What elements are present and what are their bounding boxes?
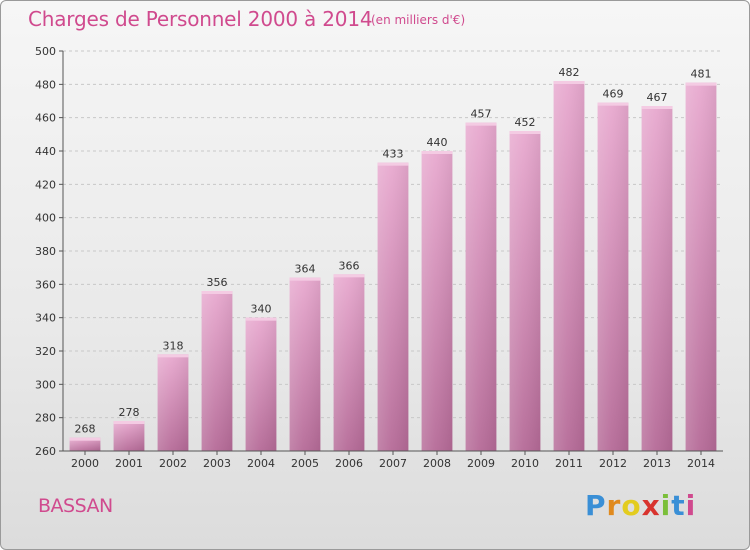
- logo-letter: x: [641, 489, 661, 522]
- bar-sheen: [377, 162, 409, 451]
- x-tick-label: 2011: [555, 457, 583, 470]
- y-tick-label: 260: [35, 445, 56, 458]
- y-tick-label: 400: [35, 212, 56, 225]
- bar-top-highlight: [289, 277, 321, 281]
- bar-top-highlight: [421, 151, 453, 154]
- bar-top-highlight: [685, 82, 717, 86]
- proxiti-logo: Proxiti: [585, 489, 696, 522]
- logo-letter: P: [585, 489, 607, 522]
- x-tick-label: 2008: [423, 457, 451, 470]
- x-tick-label: 2007: [379, 457, 407, 470]
- bar-top-highlight: [509, 131, 541, 134]
- x-tick-label: 2012: [599, 457, 627, 470]
- logo-letter: i: [685, 489, 697, 522]
- bar-top-highlight: [201, 291, 233, 294]
- logo-letter: o: [621, 489, 642, 522]
- y-tick-label: 460: [35, 112, 56, 125]
- data-label: 433: [383, 148, 404, 161]
- bar-top-highlight: [465, 122, 497, 126]
- logo-letter: i: [660, 489, 672, 522]
- x-tick-label: 2003: [203, 457, 231, 470]
- y-tick-label: 440: [35, 145, 56, 158]
- bar-sheen: [201, 291, 233, 451]
- logo-letter: r: [606, 489, 622, 522]
- y-tick-label: 420: [35, 178, 56, 191]
- y-tick-label: 320: [35, 345, 56, 358]
- data-label: 340: [251, 303, 272, 316]
- bar-top-highlight: [553, 81, 585, 84]
- bar-sheen: [421, 151, 453, 451]
- data-label: 457: [471, 108, 492, 121]
- data-label: 366: [339, 259, 360, 272]
- y-tick-label: 280: [35, 412, 56, 425]
- x-tick-label: 2013: [643, 457, 671, 470]
- data-label: 452: [515, 116, 536, 129]
- bar-sheen: [113, 421, 145, 451]
- data-label: 482: [559, 66, 580, 79]
- y-tick-label: 360: [35, 278, 56, 291]
- data-label: 364: [295, 263, 316, 276]
- y-tick-label: 380: [35, 245, 56, 258]
- axes: 260 280 300 320 340 360 380 400 420 440 460 480 500 2…: [35, 45, 723, 470]
- data-label: 467: [647, 91, 668, 104]
- y-tick-label: 300: [35, 378, 56, 391]
- bar-top-highlight: [245, 317, 277, 321]
- bar-sheen: [69, 437, 101, 451]
- bars: 268 278 318 356 340 364 366 433 440 457 452 482 469 4…: [69, 66, 717, 452]
- bar-sheen: [597, 102, 629, 452]
- bar-top-highlight: [641, 106, 673, 109]
- data-label: 318: [163, 339, 184, 352]
- data-label: 268: [75, 423, 96, 436]
- bar-sheen: [333, 274, 365, 451]
- bar-sheen: [465, 122, 497, 452]
- y-tick-label: 480: [35, 78, 56, 91]
- bar-sheen: [553, 81, 585, 451]
- bar-sheen: [157, 354, 189, 451]
- x-tick-label: 2004: [247, 457, 275, 470]
- x-tick-label: 2005: [291, 457, 319, 470]
- bar-sheen: [685, 82, 717, 452]
- y-tick-label: 340: [35, 312, 56, 325]
- x-tick-label: 2006: [335, 457, 363, 470]
- y-tick-label: 500: [35, 45, 56, 58]
- bar-top-highlight: [597, 102, 629, 106]
- bar-sheen: [245, 317, 277, 451]
- x-tick-label: 2000: [71, 457, 99, 470]
- bar-sheen: [509, 131, 541, 451]
- data-label: 356: [207, 276, 228, 289]
- bar-sheen: [641, 106, 673, 451]
- bar-top-highlight: [69, 437, 101, 441]
- commune-name: BASSAN: [38, 495, 113, 517]
- bar-sheen: [289, 277, 321, 451]
- x-tick-label: 2010: [511, 457, 539, 470]
- data-label: 278: [119, 406, 140, 419]
- x-tick-label: 2014: [687, 457, 715, 470]
- data-label: 481: [691, 68, 712, 81]
- bar-top-highlight: [377, 162, 409, 166]
- bar-top-highlight: [113, 421, 145, 424]
- x-tick-label: 2001: [115, 457, 143, 470]
- x-tick-label: 2009: [467, 457, 495, 470]
- data-label: 469: [603, 88, 624, 101]
- chart-subtitle: (en milliers d'€): [371, 13, 466, 27]
- logo-letter: t: [671, 489, 686, 522]
- data-label: 440: [427, 136, 448, 149]
- bar-top-highlight: [333, 274, 365, 278]
- chart-title: Charges de Personnel 2000 à 2014: [28, 7, 373, 31]
- x-tick-label: 2002: [159, 457, 187, 470]
- bar-top-highlight: [157, 354, 189, 358]
